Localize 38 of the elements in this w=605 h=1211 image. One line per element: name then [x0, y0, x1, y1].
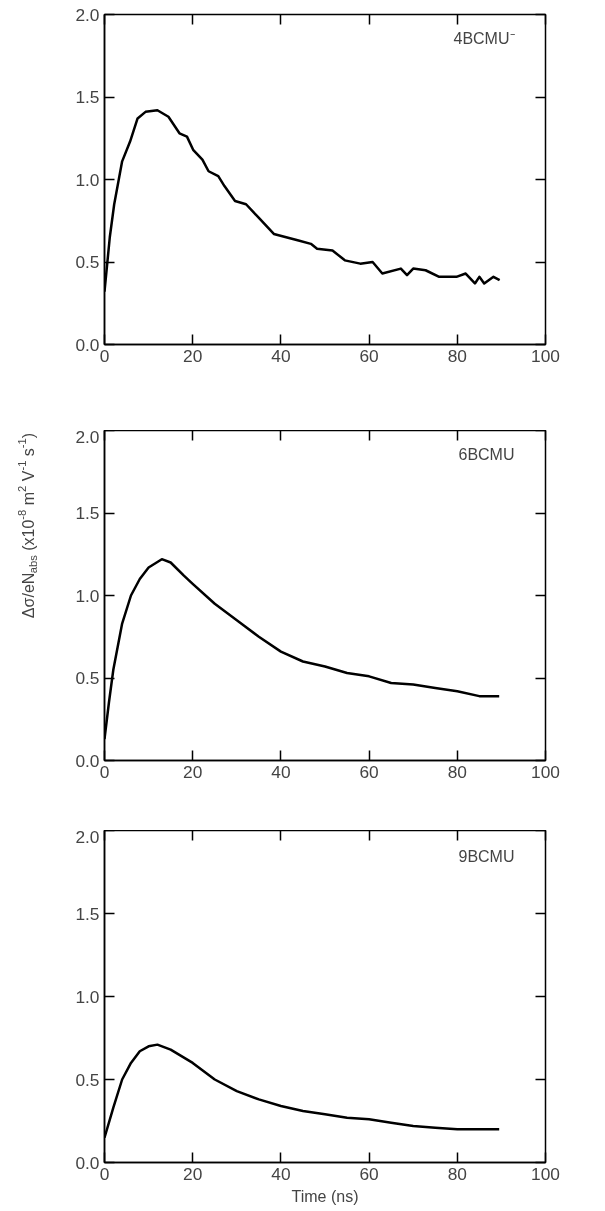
- x-tick-label: 0: [99, 345, 110, 366]
- x-tick-label: 60: [359, 1163, 379, 1184]
- annotation: 6BCMU: [458, 445, 515, 463]
- x-tick-label: 100: [531, 345, 560, 366]
- x-tick-label: 0: [99, 1163, 110, 1184]
- x-tick-label: 20: [183, 1163, 203, 1184]
- annotation: 9BCMU: [458, 847, 515, 865]
- y-tick-label: 1.5: [75, 503, 100, 523]
- x-tick-label: 80: [447, 761, 467, 782]
- x-tick-label: 60: [359, 345, 379, 366]
- y-tick-label: 1.5: [75, 87, 100, 107]
- annotation: 4BCMU⁻: [453, 29, 515, 47]
- y-tick-label: 0.5: [75, 668, 100, 688]
- y-tick-label: 1.5: [75, 903, 100, 924]
- x-axis-title: Time (ns): [291, 1187, 359, 1205]
- y-tick-label: 2.0: [75, 4, 100, 25]
- y-tick-label: 0.0: [75, 1152, 100, 1173]
- y-tick-label: 0.5: [75, 252, 100, 272]
- x-tick-label: 80: [447, 1163, 467, 1184]
- x-tick-label: 40: [271, 345, 291, 366]
- y-tick-label: 1.0: [75, 986, 100, 1007]
- y-tick-label: 0.0: [75, 334, 100, 355]
- x-tick-label: 20: [183, 761, 203, 782]
- y-tick-label: 2.0: [75, 826, 100, 847]
- x-tick-label: 40: [271, 1163, 291, 1184]
- y-tick-label: 1.0: [75, 585, 100, 606]
- x-tick-label: 40: [271, 761, 291, 782]
- y-tick-label: 1.0: [75, 169, 100, 190]
- text: Δσ/eNabs (x10-8 m2 V-1 s-1): [15, 432, 39, 619]
- x-tick-label: 80: [447, 345, 467, 366]
- x-tick-label: 100: [531, 761, 560, 782]
- y-tick-label: 2.0: [75, 426, 100, 447]
- x-tick-label: 60: [359, 761, 379, 782]
- y-tick-label: 0.0: [75, 750, 100, 771]
- x-tick-label: 0: [99, 761, 110, 782]
- x-tick-label: 20: [183, 345, 203, 366]
- y-tick-label: 0.5: [75, 1069, 100, 1090]
- x-tick-label: 100: [531, 1163, 560, 1184]
